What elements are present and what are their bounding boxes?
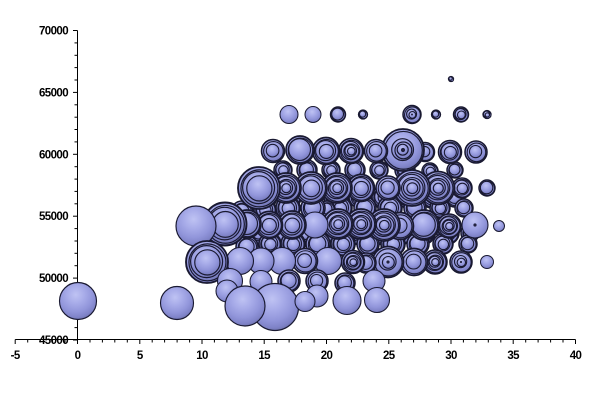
svg-text:15: 15: [258, 350, 271, 362]
svg-text:45000: 45000: [39, 335, 68, 347]
svg-text:60000: 60000: [39, 149, 68, 161]
svg-text:50000: 50000: [39, 273, 68, 285]
svg-text:10: 10: [196, 350, 208, 362]
svg-text:-5: -5: [11, 350, 21, 362]
svg-text:40: 40: [570, 350, 582, 362]
svg-text:35: 35: [507, 350, 520, 362]
svg-text:20: 20: [321, 350, 333, 362]
svg-text:65000: 65000: [39, 87, 68, 99]
svg-text:0: 0: [75, 350, 81, 362]
svg-text:5: 5: [137, 350, 144, 362]
svg-text:25: 25: [383, 350, 396, 362]
svg-text:55000: 55000: [39, 211, 68, 223]
svg-text:30: 30: [445, 350, 457, 362]
svg-text:70000: 70000: [39, 26, 68, 38]
